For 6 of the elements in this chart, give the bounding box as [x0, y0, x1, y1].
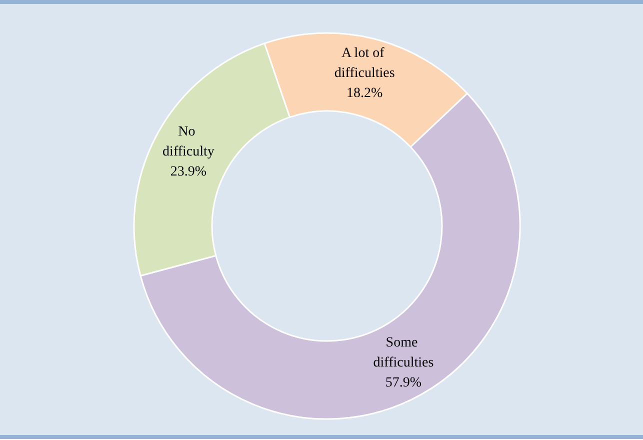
- slice-label: A lot of difficulties: [334, 46, 395, 82]
- slice-label: Some difficulties: [373, 336, 434, 371]
- data-label: 18.2%: [346, 86, 384, 102]
- data-label: 57.9%: [385, 376, 422, 391]
- data-label: 23.9%: [170, 164, 207, 180]
- slice-label: No difficulty: [162, 124, 214, 160]
